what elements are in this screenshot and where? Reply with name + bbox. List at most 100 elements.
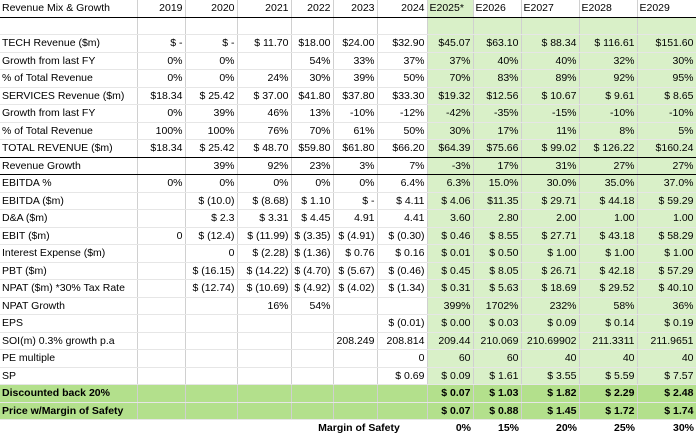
cell[interactable]: $63.10 (473, 34, 522, 53)
cell[interactable]: $ 3.55 (521, 367, 580, 385)
cell[interactable]: 60 (473, 349, 522, 368)
cell[interactable]: $160.24 (637, 139, 696, 158)
cell[interactable]: 100% (185, 122, 238, 140)
row-label[interactable]: SP (0, 367, 138, 385)
cell[interactable]: $ (0.01) (377, 314, 428, 333)
cell[interactable]: 27% (637, 157, 696, 175)
row-label[interactable]: D&A ($m) (0, 209, 138, 228)
cell[interactable]: 40% (521, 52, 580, 70)
cell[interactable]: $ 0.03 (473, 314, 522, 333)
cell[interactable]: 208.249 (333, 332, 378, 350)
row-label[interactable]: EBIT ($m) (0, 227, 138, 245)
cell[interactable]: 0% (237, 174, 292, 193)
cell[interactable] (137, 192, 186, 210)
margin-of-safety-value[interactable]: 15% (497, 422, 519, 435)
cell[interactable] (137, 367, 186, 385)
cell[interactable] (291, 17, 334, 35)
margin-of-safety-value[interactable]: 0% (455, 422, 471, 435)
cell[interactable]: $ 1.00 (579, 244, 638, 263)
cell[interactable]: $18.34 (137, 139, 186, 158)
margin-of-safety-value[interactable]: 25% (613, 422, 635, 435)
cell[interactable]: $ 42.18 (579, 262, 638, 280)
row-label[interactable]: Revenue Growth (0, 157, 138, 175)
cell[interactable]: 40 (521, 349, 580, 368)
cell[interactable]: $ 11.70 (237, 34, 292, 53)
cell[interactable]: $ (5.67) (333, 262, 378, 280)
cell[interactable]: $ 1.82 (521, 384, 580, 403)
row-label[interactable]: Growth from last FY (0, 52, 138, 70)
year-header[interactable]: 2021 (237, 0, 292, 18)
cell[interactable]: $ 0.50 (473, 244, 522, 263)
cell[interactable]: $ 0.46 (426, 227, 474, 245)
cell[interactable] (291, 402, 334, 420)
cell[interactable]: $ (0.46) (377, 262, 428, 280)
cell[interactable]: $ (0.30) (377, 227, 428, 245)
cell[interactable]: $ 4.11 (377, 192, 428, 210)
cell[interactable]: 4.91 (333, 209, 378, 228)
cell[interactable]: $33.30 (377, 87, 428, 105)
cell[interactable]: 61% (333, 122, 378, 140)
cell[interactable] (377, 17, 428, 35)
year-header[interactable]: 2020 (185, 0, 238, 18)
cell[interactable] (137, 332, 186, 350)
row-label[interactable]: PBT ($m) (0, 262, 138, 280)
cell[interactable]: $ 1.72 (579, 402, 638, 420)
cell[interactable]: $37.80 (333, 87, 378, 105)
cell[interactable]: $151.60 (637, 34, 696, 53)
cell[interactable]: 0% (333, 174, 378, 193)
cell[interactable] (137, 314, 186, 333)
cell[interactable]: 0% (137, 174, 186, 193)
cell[interactable]: 24% (237, 69, 292, 88)
cell[interactable] (377, 384, 428, 403)
cell[interactable]: $ 88.34 (521, 34, 580, 53)
cell[interactable]: $ - (137, 34, 186, 53)
cell[interactable]: $ 3.31 (237, 209, 292, 228)
cell[interactable]: 0% (185, 52, 238, 70)
cell[interactable] (473, 17, 522, 35)
cell[interactable]: 0% (185, 69, 238, 88)
cell[interactable]: 31% (521, 157, 580, 175)
cell[interactable]: $ (4.70) (291, 262, 334, 280)
row-label[interactable]: PE multiple (0, 349, 138, 368)
cell[interactable]: 39% (185, 157, 238, 175)
cell[interactable]: 36% (637, 297, 696, 315)
cell[interactable]: 37% (377, 52, 428, 70)
cell[interactable]: $ 37.00 (237, 87, 292, 105)
year-header[interactable]: 2019 (137, 0, 186, 18)
row-label[interactable]: SOI(m) 0.3% growth p.a (0, 332, 138, 350)
cell[interactable]: 92% (237, 157, 292, 175)
cell[interactable]: $ (4.92) (291, 279, 334, 298)
cell[interactable] (291, 367, 334, 385)
cell[interactable]: $ 0.07 (426, 384, 474, 403)
cell[interactable] (333, 17, 378, 35)
year-header[interactable]: 2023 (333, 0, 378, 18)
cell[interactable]: $ 0.76 (333, 244, 378, 263)
row-label[interactable]: TECH Revenue ($m) (0, 34, 138, 53)
cell[interactable]: $19.32 (426, 87, 474, 105)
cell[interactable]: $ 27.71 (521, 227, 580, 245)
row-label[interactable]: Growth from last FY (0, 104, 138, 123)
cell[interactable]: $ 0.07 (426, 402, 474, 420)
cell[interactable]: 17% (473, 157, 522, 175)
cell[interactable]: 3.60 (426, 209, 474, 228)
cell[interactable]: 50% (377, 122, 428, 140)
cell[interactable]: 2.80 (473, 209, 522, 228)
cell[interactable] (137, 209, 186, 228)
cell[interactable]: $ 43.18 (579, 227, 638, 245)
cell[interactable] (185, 402, 238, 420)
cell[interactable] (333, 349, 378, 368)
cell[interactable]: $ 8.55 (473, 227, 522, 245)
cell[interactable]: $ 8.05 (473, 262, 522, 280)
cell[interactable]: 54% (291, 297, 334, 315)
cell[interactable]: $ (1.36) (291, 244, 334, 263)
cell[interactable]: 60 (426, 349, 474, 368)
cell[interactable] (237, 349, 292, 368)
cell[interactable]: $12.56 (473, 87, 522, 105)
year-header[interactable]: E2029 (637, 0, 696, 18)
cell[interactable] (579, 17, 638, 35)
cell[interactable] (137, 244, 186, 263)
cell[interactable]: $ (3.35) (291, 227, 334, 245)
cell[interactable]: $ - (185, 34, 238, 53)
row-label[interactable]: % of Total Revenue (0, 122, 138, 140)
cell[interactable] (137, 297, 186, 315)
